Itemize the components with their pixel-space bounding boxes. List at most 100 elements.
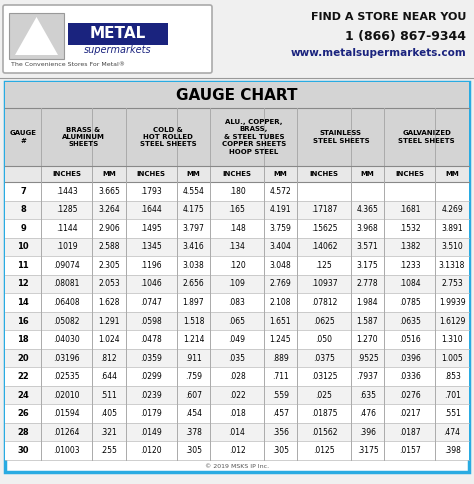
Text: 1.310: 1.310 — [441, 335, 463, 344]
Text: 4.175: 4.175 — [182, 205, 204, 214]
FancyBboxPatch shape — [3, 5, 212, 73]
Text: .9525: .9525 — [356, 354, 378, 363]
FancyBboxPatch shape — [5, 82, 469, 472]
Text: 3.571: 3.571 — [356, 242, 378, 251]
Polygon shape — [15, 17, 58, 55]
Text: .1019: .1019 — [56, 242, 77, 251]
Text: 1.291: 1.291 — [98, 317, 119, 326]
Text: .454: .454 — [185, 409, 202, 418]
Text: .1644: .1644 — [140, 205, 162, 214]
Text: 4.572: 4.572 — [270, 187, 292, 196]
Text: 2.053: 2.053 — [98, 279, 120, 288]
Text: .305: .305 — [185, 446, 202, 455]
Text: GAUGE
#: GAUGE # — [9, 130, 36, 144]
Text: .1233: .1233 — [399, 261, 420, 270]
Text: .0598: .0598 — [140, 317, 162, 326]
Text: .0179: .0179 — [140, 409, 162, 418]
Text: 3.038: 3.038 — [182, 261, 204, 270]
Text: .148: .148 — [228, 224, 246, 233]
Text: .17187: .17187 — [311, 205, 337, 214]
Text: .0157: .0157 — [399, 446, 420, 455]
Text: 2.588: 2.588 — [98, 242, 119, 251]
Text: 30: 30 — [18, 446, 29, 455]
Text: .01594: .01594 — [53, 409, 80, 418]
Text: 26: 26 — [17, 409, 29, 418]
Text: .0276: .0276 — [399, 391, 420, 400]
Text: .551: .551 — [444, 409, 461, 418]
Bar — [9, 13, 64, 59]
Text: .1532: .1532 — [399, 224, 420, 233]
Bar — [5, 182, 469, 200]
Text: 10: 10 — [18, 242, 29, 251]
Text: .0299: .0299 — [140, 372, 162, 381]
Text: .014: .014 — [228, 428, 246, 437]
Text: .0149: .0149 — [140, 428, 162, 437]
Text: 3.404: 3.404 — [270, 242, 292, 251]
Text: 3.175: 3.175 — [356, 261, 378, 270]
Text: 2.778: 2.778 — [357, 279, 378, 288]
Text: 8: 8 — [20, 205, 26, 214]
Text: .180: .180 — [228, 187, 246, 196]
Text: .1285: .1285 — [56, 205, 77, 214]
Text: 1.628: 1.628 — [98, 298, 119, 307]
Text: .759: .759 — [185, 372, 202, 381]
Text: .04030: .04030 — [53, 335, 80, 344]
Text: .396: .396 — [359, 428, 376, 437]
Text: 1.897: 1.897 — [182, 298, 204, 307]
Text: .305: .305 — [272, 446, 289, 455]
Text: GALVANIZED
STEEL SHEETS: GALVANIZED STEEL SHEETS — [398, 130, 455, 144]
Text: 4.365: 4.365 — [356, 205, 378, 214]
Bar — [5, 330, 469, 349]
Text: .474: .474 — [444, 428, 461, 437]
Text: 2.753: 2.753 — [441, 279, 463, 288]
Text: .035: .035 — [228, 354, 246, 363]
Text: 1.651: 1.651 — [270, 317, 292, 326]
Bar — [5, 108, 469, 166]
Text: ALU., COPPER,
BRASS,
& STEEL TUBES
COPPER SHEETS
HOOP STEEL: ALU., COPPER, BRASS, & STEEL TUBES COPPE… — [222, 119, 286, 155]
Bar — [5, 293, 469, 312]
Text: 1.245: 1.245 — [270, 335, 292, 344]
Bar — [5, 349, 469, 367]
Text: .476: .476 — [359, 409, 376, 418]
Text: .0747: .0747 — [140, 298, 162, 307]
Text: INCHES: INCHES — [222, 171, 252, 177]
Text: .1681: .1681 — [399, 205, 420, 214]
Text: .0635: .0635 — [399, 317, 421, 326]
Text: .812: .812 — [100, 354, 117, 363]
Text: .012: .012 — [228, 446, 246, 455]
Text: .0478: .0478 — [140, 335, 162, 344]
Text: 18: 18 — [18, 335, 29, 344]
Text: FIND A STORE NEAR YOU: FIND A STORE NEAR YOU — [310, 12, 466, 22]
Text: 1.984: 1.984 — [357, 298, 378, 307]
Text: 1.270: 1.270 — [357, 335, 378, 344]
Text: 16: 16 — [17, 317, 29, 326]
Text: .0625: .0625 — [313, 317, 335, 326]
Text: .559: .559 — [272, 391, 289, 400]
Text: .134: .134 — [228, 242, 246, 251]
Text: .457: .457 — [272, 409, 289, 418]
Bar — [5, 405, 469, 423]
Text: .0359: .0359 — [140, 354, 162, 363]
Text: INCHES: INCHES — [137, 171, 166, 177]
Text: .3175: .3175 — [356, 446, 378, 455]
Bar — [68, 23, 168, 45]
Text: MM: MM — [102, 171, 116, 177]
Text: .635: .635 — [359, 391, 376, 400]
Bar — [5, 274, 469, 293]
Text: COLD &
HOT ROLLED
STEEL SHEETS: COLD & HOT ROLLED STEEL SHEETS — [140, 126, 196, 148]
Text: .028: .028 — [228, 372, 246, 381]
Text: .01875: .01875 — [311, 409, 337, 418]
Bar — [5, 200, 469, 219]
Text: 22: 22 — [17, 372, 29, 381]
Text: .1196: .1196 — [140, 261, 162, 270]
Text: .0239: .0239 — [140, 391, 162, 400]
Text: .06408: .06408 — [53, 298, 80, 307]
Text: .01264: .01264 — [54, 428, 80, 437]
Text: .607: .607 — [185, 391, 202, 400]
Text: .08081: .08081 — [54, 279, 80, 288]
Text: .1046: .1046 — [140, 279, 162, 288]
Text: GAUGE CHART: GAUGE CHART — [176, 88, 298, 103]
Text: .1495: .1495 — [140, 224, 162, 233]
Text: 1.024: 1.024 — [98, 335, 120, 344]
Text: .165: .165 — [228, 205, 246, 214]
